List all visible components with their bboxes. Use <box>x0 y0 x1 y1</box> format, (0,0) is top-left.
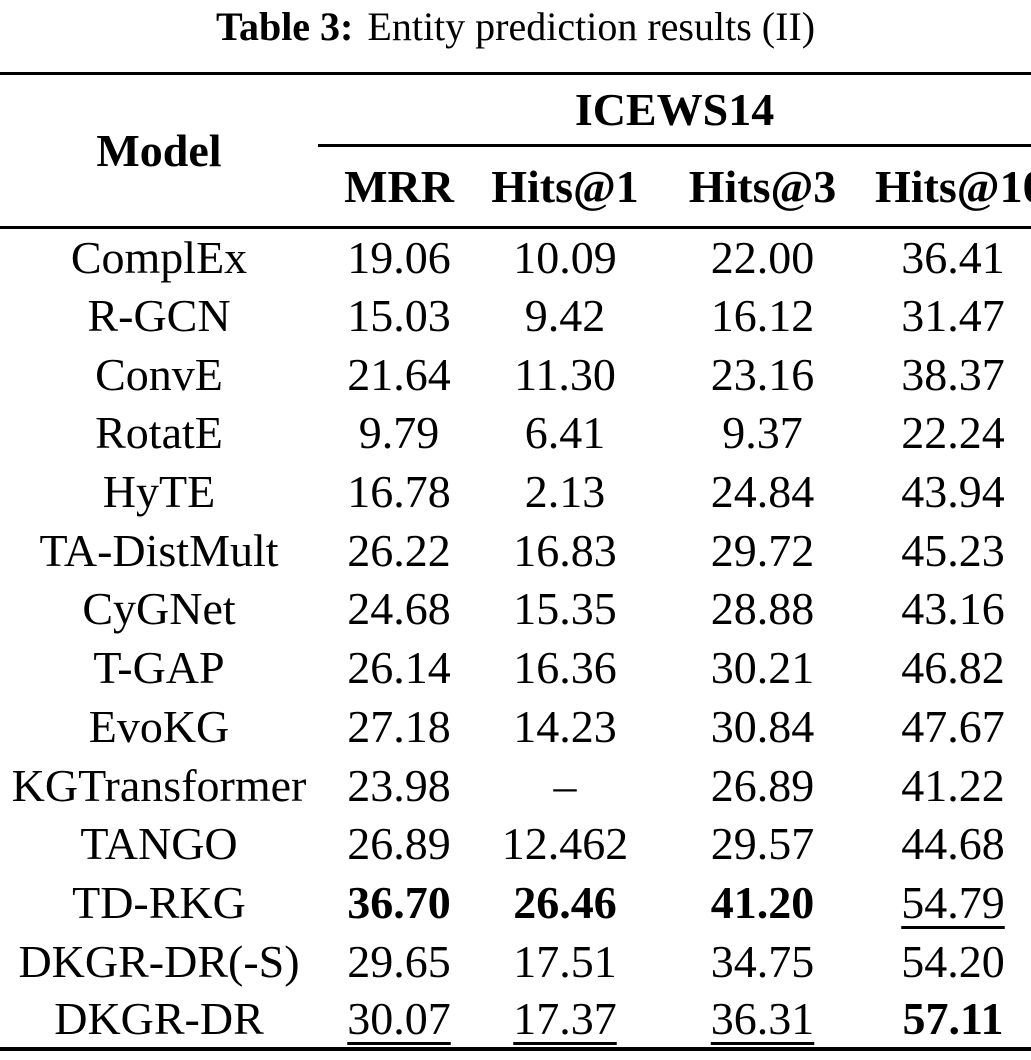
cell-hits3: 23.16 <box>710 348 815 400</box>
cell-hits10: 41.22 <box>901 759 1005 811</box>
cell-hits10: 54.20 <box>901 935 1005 987</box>
model-name: DKGR-DR <box>54 993 264 1045</box>
cell-hits1: 14.23 <box>513 700 617 752</box>
cell-mrr: 21.64 <box>347 348 451 400</box>
results-table: Model ICEWS14 MRR Hits@1 Hits@3 Hits@10 … <box>0 72 1031 1052</box>
table-row: ComplEx 19.06 10.09 22.00 36.41 <box>0 228 1031 287</box>
column-header-dataset: ICEWS14 <box>318 73 1031 147</box>
cell-hits1: 6.41 <box>524 407 606 459</box>
cell-hits3: 34.75 <box>710 935 815 987</box>
cell-hits1: 16.36 <box>513 642 617 694</box>
cell-mrr: 36.70 <box>347 876 451 928</box>
model-name: EvoKG <box>88 700 230 752</box>
table-row: RotatE 9.79 6.41 9.37 22.24 <box>0 404 1031 463</box>
table-row: KGTransformer 23.98 – 26.89 41.22 <box>0 756 1031 815</box>
caption-label: Table 3: <box>215 4 354 49</box>
cell-hits3: 9.37 <box>722 407 803 459</box>
column-header-mrr: MRR <box>318 145 480 229</box>
cell-hits10: 36.41 <box>901 232 1005 284</box>
cell-hits1: – <box>553 759 577 811</box>
cell-hits3: 36.31 <box>710 993 815 1045</box>
cell-hits3: 16.12 <box>710 290 815 342</box>
model-name: DKGR-DR(-S) <box>18 935 300 987</box>
model-name: HyTE <box>102 466 216 518</box>
model-name: R-GCN <box>87 290 231 342</box>
header-row-group: Model ICEWS14 <box>0 73 1031 229</box>
table-row: EvoKG 27.18 14.23 30.84 47.67 <box>0 697 1031 756</box>
table-row: CyGNet 24.68 15.35 28.88 43.16 <box>0 580 1031 639</box>
column-header-hits3: Hits@3 <box>650 145 875 229</box>
cell-hits10: 46.82 <box>901 642 1005 694</box>
cell-mrr: 27.18 <box>347 700 451 752</box>
table-row: TANGO 26.89 12.462 29.57 44.68 <box>0 814 1031 873</box>
model-name: KGTransformer <box>11 759 307 811</box>
table-row: ConvE 21.64 11.30 23.16 38.37 <box>0 345 1031 404</box>
table-row: DKGR-DR 30.07 17.37 36.31 57.11 <box>0 990 1031 1049</box>
table-row: T-GAP 26.14 16.36 30.21 46.82 <box>0 638 1031 697</box>
model-name: TD-RKG <box>72 876 246 928</box>
cell-hits3: 30.84 <box>710 700 815 752</box>
cell-mrr: 26.22 <box>347 524 451 576</box>
cell-mrr: 15.03 <box>347 290 451 342</box>
header-row-metrics: MRR Hits@1 Hits@3 Hits@10 <box>0 145 1031 229</box>
caption-title: Entity prediction results (II) <box>367 4 816 49</box>
table-caption: Table 3: Entity prediction results (II) <box>0 0 1031 54</box>
cell-mrr: 9.79 <box>358 407 440 459</box>
cell-mrr: 16.78 <box>347 466 451 518</box>
cell-hits10: 45.23 <box>901 524 1005 576</box>
cell-mrr: 26.89 <box>347 818 451 870</box>
model-name: TANGO <box>80 818 238 870</box>
cell-hits3: 41.20 <box>710 876 815 928</box>
table-header: Model ICEWS14 MRR Hits@1 Hits@3 Hits@10 <box>0 73 1031 229</box>
model-name: ConvE <box>95 348 223 400</box>
column-header-hits10: Hits@10 <box>875 145 1031 229</box>
cell-mrr: 29.65 <box>347 935 451 987</box>
cell-hits10: 43.16 <box>901 583 1005 635</box>
model-name: RotatE <box>95 407 223 459</box>
cell-hits1: 9.42 <box>524 290 606 342</box>
model-name: T-GAP <box>93 642 225 694</box>
table-row: TA-DistMult 26.22 16.83 29.72 45.23 <box>0 521 1031 580</box>
table-row: R-GCN 15.03 9.42 16.12 31.47 <box>0 286 1031 345</box>
cell-hits3: 29.57 <box>710 818 815 870</box>
cell-hits10: 43.94 <box>901 466 1005 518</box>
cell-hits1: 17.37 <box>513 993 617 1045</box>
table-body: ComplEx 19.06 10.09 22.00 36.41 R-GCN 15… <box>0 228 1031 1050</box>
cell-hits3: 24.84 <box>710 466 815 518</box>
model-name: CyGNet <box>82 583 236 635</box>
column-header-model: Model <box>0 73 318 229</box>
cell-hits1: 15.35 <box>513 583 617 635</box>
table-row: HyTE 16.78 2.13 24.84 43.94 <box>0 462 1031 521</box>
cell-hits1: 17.51 <box>513 935 617 987</box>
cell-hits3: 22.00 <box>710 232 815 284</box>
cell-hits1: 2.13 <box>524 466 606 518</box>
cell-hits3: 29.72 <box>710 524 815 576</box>
cell-hits3: 28.88 <box>710 583 815 635</box>
model-name: ComplEx <box>70 232 248 284</box>
cell-hits3: 26.89 <box>710 759 815 811</box>
column-header-hits1: Hits@1 <box>480 145 650 229</box>
table-row: DKGR-DR(-S) 29.65 17.51 34.75 54.20 <box>0 932 1031 991</box>
cell-hits10: 38.37 <box>901 348 1005 400</box>
cell-hits10: 47.67 <box>901 700 1005 752</box>
cell-hits10: 44.68 <box>901 818 1005 870</box>
cell-hits10: 22.24 <box>901 407 1005 459</box>
table-row: TD-RKG 36.70 26.46 41.20 54.79 <box>0 873 1031 932</box>
model-name: TA-DistMult <box>39 524 279 576</box>
cell-mrr: 26.14 <box>347 642 451 694</box>
cell-hits10: 31.47 <box>901 290 1005 342</box>
cell-hits1: 11.30 <box>514 348 616 400</box>
cell-mrr: 19.06 <box>347 232 451 284</box>
cell-mrr: 23.98 <box>347 759 451 811</box>
cell-mrr: 30.07 <box>347 993 451 1045</box>
cell-mrr: 24.68 <box>347 583 451 635</box>
cell-hits3: 30.21 <box>710 642 815 694</box>
cell-hits1: 26.46 <box>513 876 617 928</box>
cell-hits10: 54.79 <box>901 876 1005 928</box>
cell-hits1: 12.462 <box>501 818 629 870</box>
cell-hits10: 57.11 <box>902 993 1004 1045</box>
cell-hits1: 10.09 <box>513 232 617 284</box>
cell-hits1: 16.83 <box>513 524 617 576</box>
